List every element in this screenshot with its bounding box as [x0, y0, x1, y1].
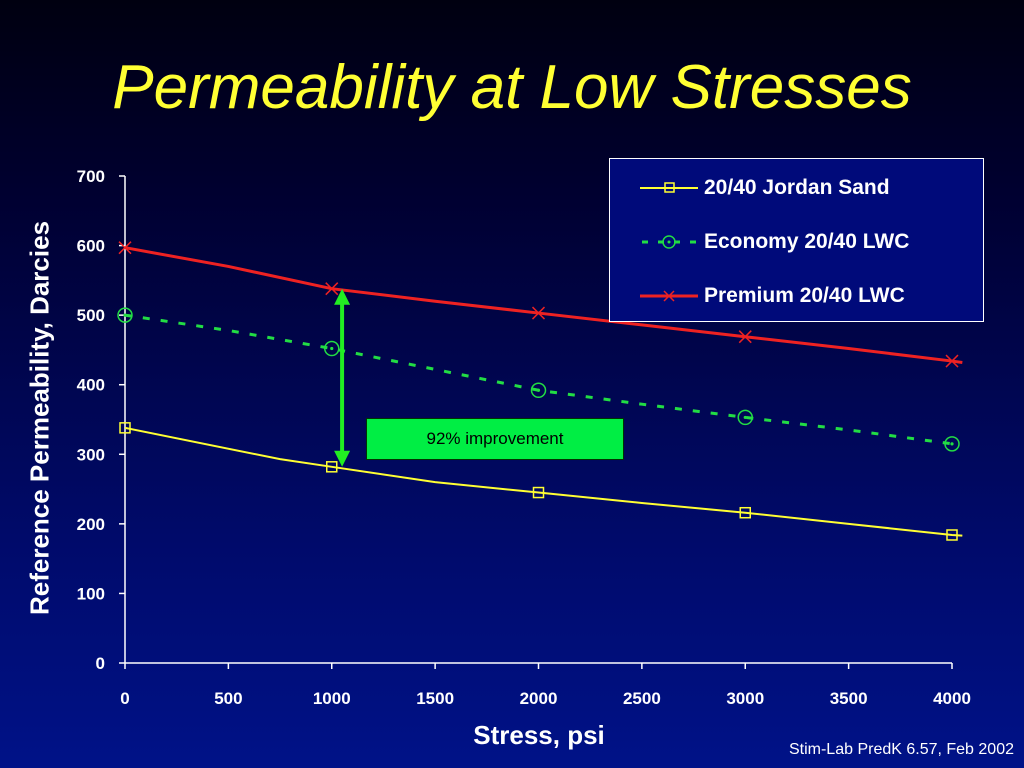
y-tick-label: 600	[77, 237, 105, 256]
improvement-callout: 92% improvement	[366, 418, 624, 460]
y-tick-label: 500	[77, 306, 105, 325]
x-axis-label: Stress, psi	[473, 720, 605, 750]
source-footnote: Stim-Lab PredK 6.57, Feb 2002	[788, 741, 1014, 758]
y-tick-label: 700	[77, 167, 105, 186]
x-tick-label: 1500	[416, 689, 454, 708]
data-point-economy-20-40-lwc	[944, 436, 960, 452]
data-point-center-economy-20-40-lwc	[743, 415, 747, 420]
legend-swatch-premium-lwc	[640, 290, 698, 302]
x-tick-label: 1000	[313, 689, 351, 708]
data-point-center-economy-20-40-lwc	[536, 388, 541, 392]
improvement-arrow-head-up	[334, 288, 351, 305]
legend-label-premium-lwc: Premium 20/40 LWC	[704, 284, 905, 307]
data-point-premium-20-40-lwc	[118, 241, 132, 255]
legend-swatch-jordan-sand	[640, 182, 698, 193]
legend-label-jordan-sand: 20/40 Jordan Sand	[704, 176, 890, 199]
legend-item-premium-lwc: Premium 20/40 LWC	[610, 281, 983, 311]
data-point-center-economy-20-40-lwc	[330, 346, 334, 351]
x-tick-label: 3000	[726, 689, 764, 708]
data-point-20-40-jordan-sand	[739, 506, 751, 519]
data-point-20-40-jordan-sand	[946, 529, 958, 541]
legend-label-economy-lwc: Economy 20/40 LWC	[704, 230, 910, 253]
x-tick-label: 2000	[520, 689, 558, 708]
x-tick-label: 4000	[933, 689, 971, 708]
chart-legend: 20/40 Jordan Sand Economy 20/40 LWC Prem…	[609, 158, 984, 322]
y-tick-label: 0	[96, 654, 105, 673]
legend-swatch-economy-lwc	[642, 235, 698, 249]
y-tick-label: 400	[77, 376, 105, 395]
data-point-premium-20-40-lwc	[945, 354, 959, 368]
data-point-economy-20-40-lwc	[324, 340, 340, 357]
legend-item-economy-lwc: Economy 20/40 LWC	[610, 227, 983, 257]
y-tick-label: 100	[77, 584, 105, 603]
series-line-20-40-jordan-sand	[124, 426, 963, 537]
x-tick-label: 500	[214, 689, 242, 708]
improvement-arrow-head-down	[334, 450, 351, 467]
x-tick-label: 3500	[830, 689, 868, 708]
data-point-economy-20-40-lwc	[530, 382, 547, 399]
data-point-center-economy-20-40-lwc	[123, 313, 127, 317]
data-point-20-40-jordan-sand	[326, 461, 338, 473]
data-point-economy-20-40-lwc	[737, 409, 753, 426]
legend-item-jordan-sand: 20/40 Jordan Sand	[610, 173, 983, 203]
data-point-economy-20-40-lwc	[117, 307, 133, 323]
x-tick-label: 2500	[623, 689, 661, 708]
data-point-center-economy-20-40-lwc	[950, 442, 954, 446]
slide-title: Permeability at Low Stresses	[112, 53, 912, 122]
data-point-20-40-jordan-sand	[119, 422, 131, 434]
data-point-premium-20-40-lwc	[738, 330, 752, 344]
y-axis-label: Reference Permeability, Darcies	[24, 220, 55, 616]
y-tick-label: 300	[77, 445, 105, 464]
data-point-premium-20-40-lwc	[531, 306, 546, 320]
data-point-premium-20-40-lwc	[325, 282, 339, 296]
series-line-premium-20-40-lwc	[124, 246, 963, 364]
x-tick-label: 0	[120, 689, 129, 708]
y-tick-label: 200	[77, 515, 105, 534]
data-point-20-40-jordan-sand	[532, 486, 545, 499]
